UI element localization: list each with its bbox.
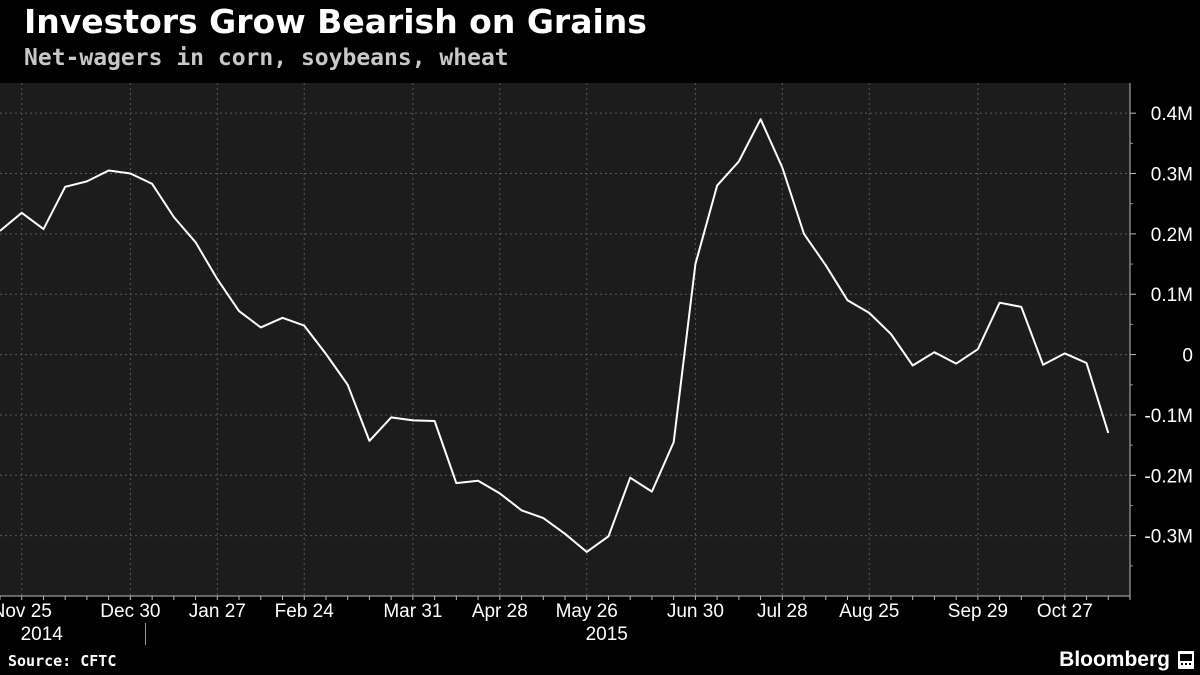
x-tick-label: May 26 (556, 601, 618, 622)
x-tick-label: Mar 31 (383, 601, 442, 622)
x-tick-label: Sep 29 (948, 601, 1008, 622)
x-tick-label: Nov 25 (0, 601, 52, 622)
y-tick-label: 0.3M (1151, 165, 1193, 186)
x-tick-label: Jul 28 (757, 601, 808, 622)
y-tick-label: -0.1M (1144, 406, 1193, 427)
x-tick-label: Oct 27 (1037, 601, 1093, 622)
x-tick-label: Aug 25 (839, 601, 899, 622)
y-tick-label: -0.3M (1144, 527, 1193, 548)
y-tick-label: 0 (1182, 346, 1193, 367)
y-tick-label: 0.1M (1151, 285, 1193, 306)
source-note: Source: CFTC (8, 652, 117, 670)
plot-background (0, 83, 1130, 596)
chart-title: Investors Grow Bearish on Grains (24, 2, 647, 41)
x-tick-label: Feb 24 (275, 601, 335, 622)
x-tick-label: Jun 30 (667, 601, 724, 622)
y-tick-label: 0.2M (1151, 225, 1193, 246)
x-year-label: 2015 (586, 624, 628, 645)
series-line (0, 118, 1110, 553)
x-tick-label: Apr 28 (472, 601, 528, 622)
y-tick-label: 0.4M (1151, 104, 1193, 125)
y-tick-label: -0.2M (1144, 466, 1193, 487)
x-tick-label: Jan 27 (189, 601, 246, 622)
chart-subtitle: Net-wagers in corn, soybeans, wheat (24, 45, 509, 71)
x-year-label: 2014 (21, 624, 64, 645)
x-tick-label: Dec 30 (100, 601, 160, 622)
bloomberg-terminal-icon (1178, 651, 1194, 669)
brand-logo: Bloomberg (1059, 648, 1170, 671)
